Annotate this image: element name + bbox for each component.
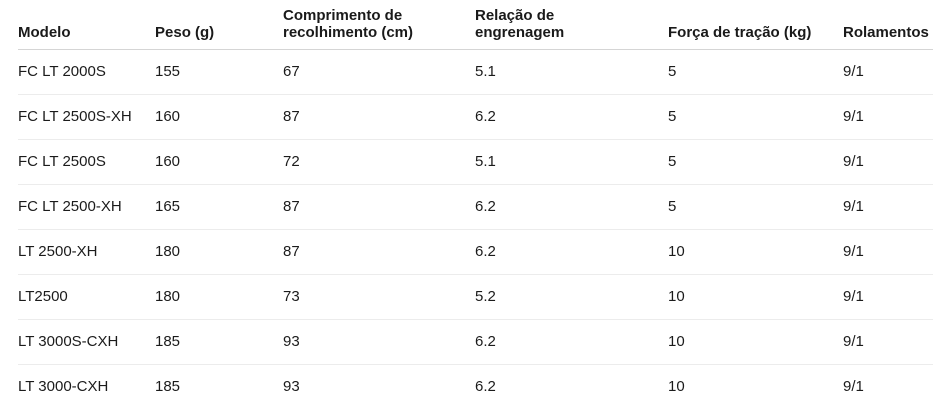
cell-modelo: FC LT 2000S (18, 49, 155, 95)
cell-modelo: LT2500 (18, 274, 155, 320)
cell-rolamentos: 9/1 (843, 49, 933, 95)
cell-relacao: 6.2 (475, 364, 668, 406)
column-header-comprimento: Comprimento de recolhimento (cm) (283, 0, 475, 50)
cell-relacao: 6.2 (475, 184, 668, 230)
cell-comprimento: 87 (283, 229, 475, 275)
table-row: LT 3000-CXH 185 93 6.2 10 9/1 (18, 364, 933, 406)
column-header-peso: Peso (g) (155, 0, 283, 50)
cell-rolamentos: 9/1 (843, 229, 933, 275)
cell-relacao: 6.2 (475, 229, 668, 275)
cell-modelo: FC LT 2500S (18, 139, 155, 185)
spec-table-container: Modelo Peso (g) Comprimento de recolhime… (18, 0, 933, 406)
cell-rolamentos: 9/1 (843, 274, 933, 320)
table-row: FC LT 2500-XH 165 87 6.2 5 9/1 (18, 184, 933, 230)
cell-rolamentos: 9/1 (843, 364, 933, 406)
cell-relacao: 6.2 (475, 94, 668, 140)
cell-forca: 5 (668, 94, 843, 140)
table-row: FC LT 2000S 155 67 5.1 5 9/1 (18, 49, 933, 95)
cell-modelo: FC LT 2500-XH (18, 184, 155, 230)
cell-forca: 10 (668, 229, 843, 275)
column-header-rolamentos: Rolamentos (843, 0, 933, 50)
cell-rolamentos: 9/1 (843, 139, 933, 185)
cell-modelo: LT 3000-CXH (18, 364, 155, 406)
cell-relacao: 5.2 (475, 274, 668, 320)
cell-forca: 5 (668, 184, 843, 230)
cell-comprimento: 93 (283, 319, 475, 365)
table-row: FC LT 2500S 160 72 5.1 5 9/1 (18, 139, 933, 185)
cell-forca: 5 (668, 49, 843, 95)
cell-comprimento: 67 (283, 49, 475, 95)
cell-comprimento: 93 (283, 364, 475, 406)
cell-rolamentos: 9/1 (843, 184, 933, 230)
cell-peso: 155 (155, 49, 283, 95)
cell-peso: 160 (155, 94, 283, 140)
cell-relacao: 5.1 (475, 49, 668, 95)
cell-comprimento: 73 (283, 274, 475, 320)
cell-modelo: LT 2500-XH (18, 229, 155, 275)
column-header-modelo: Modelo (18, 0, 155, 50)
cell-peso: 160 (155, 139, 283, 185)
cell-forca: 10 (668, 319, 843, 365)
cell-forca: 5 (668, 139, 843, 185)
cell-modelo: LT 3000S-CXH (18, 319, 155, 365)
cell-peso: 185 (155, 319, 283, 365)
cell-relacao: 6.2 (475, 319, 668, 365)
cell-rolamentos: 9/1 (843, 319, 933, 365)
table-row: LT2500 180 73 5.2 10 9/1 (18, 274, 933, 320)
table-row: LT 3000S-CXH 185 93 6.2 10 9/1 (18, 319, 933, 365)
table-body: FC LT 2000S 155 67 5.1 5 9/1 FC LT 2500S-XH 160… (18, 49, 933, 406)
cell-peso: 165 (155, 184, 283, 230)
column-header-forca: Força de tração (kg) (668, 0, 843, 50)
table-row: FC LT 2500S-XH 160 87 6.2 5 9/1 (18, 94, 933, 140)
cell-modelo: FC LT 2500S-XH (18, 94, 155, 140)
column-header-relacao: Relação de engrenagem (475, 0, 668, 50)
cell-relacao: 5.1 (475, 139, 668, 185)
cell-forca: 10 (668, 364, 843, 406)
cell-comprimento: 87 (283, 184, 475, 230)
header-row: Modelo Peso (g) Comprimento de recolhime… (18, 0, 933, 50)
cell-peso: 185 (155, 364, 283, 406)
cell-rolamentos: 9/1 (843, 94, 933, 140)
cell-forca: 10 (668, 274, 843, 320)
reel-spec-table: Modelo Peso (g) Comprimento de recolhime… (18, 0, 933, 406)
cell-peso: 180 (155, 229, 283, 275)
table-row: LT 2500-XH 180 87 6.2 10 9/1 (18, 229, 933, 275)
cell-comprimento: 72 (283, 139, 475, 185)
cell-peso: 180 (155, 274, 283, 320)
cell-comprimento: 87 (283, 94, 475, 140)
